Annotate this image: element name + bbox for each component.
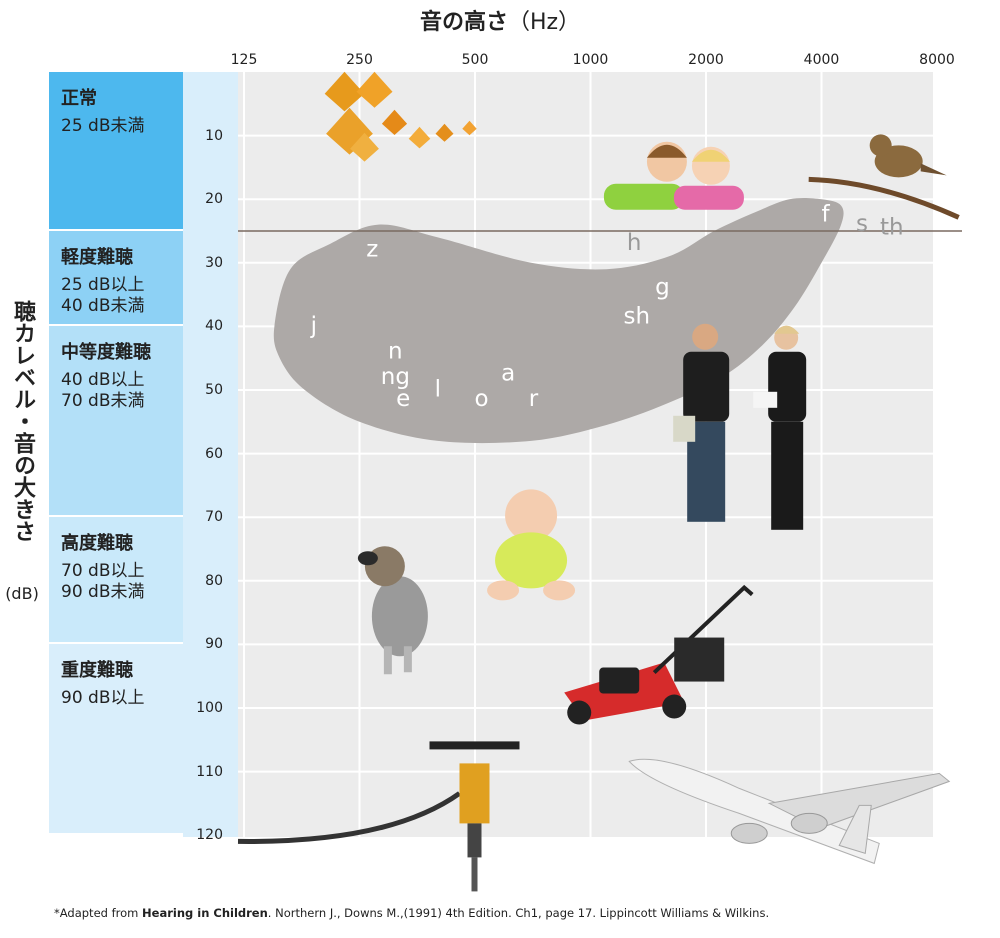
y-tick-label: 90 [205,636,223,653]
y-tick-label: 60 [205,445,223,462]
hearing-category-title: 軽度難聴 [61,247,133,268]
y-axis-unit: (dB) [5,584,39,603]
y-tick-label: 40 [205,318,223,335]
baby-illustration [487,489,576,601]
hearing-category-title: 重度難聴 [61,660,133,682]
hearing-category-3: 高度難聴 70 dB以上 90 dB未満 [49,517,183,643]
speech-sound-label: l [435,377,441,403]
footnote: *Adapted from Hearing in Children. North… [54,906,769,920]
airplane-illustration [628,758,951,865]
whispering-children-illustration [603,141,744,210]
speech-sound-label: g [655,275,670,301]
falling-leaves-illustration [324,71,477,162]
y-tick-label: 110 [196,763,223,780]
speech-sound-label: ng [381,364,410,390]
hearing-category-range: 25 dB以上 [61,275,145,295]
speech-sound-label: th [880,214,904,240]
bird-on-branch-illustration [808,134,960,220]
hearing-category-0: 正常 25 dB未満 [49,72,183,229]
speech-sound-label: n [388,338,403,364]
hearing-category-1: 軽度難聴 25 dB以上 40 dB未満 [49,231,183,325]
x-tick-label: 2000 [688,52,724,68]
hearing-category-range: 40 dB以上 [61,370,145,391]
x-tick-label: 500 [461,52,489,68]
jackhammer-illustration [237,741,520,892]
speech-sound-label: s [856,211,868,237]
speech-sound-label: o [474,386,488,412]
barking-dog-illustration [357,546,428,675]
people-talking-illustration [673,323,807,530]
speech-sound-label: z [366,237,378,263]
speech-sound-label: f [822,202,831,228]
speech-sound-label: j [310,313,317,339]
y-tick-label: 10 [205,127,223,144]
y-tick-label: 70 [205,509,223,526]
y-tick-label: 100 [196,700,223,716]
speech-sound-label: a [501,361,515,387]
hearing-category-range: 70 dB以上 [61,561,145,582]
x-tick-label: 250 [346,52,373,68]
y-axis-title: 聴カレベル・音の大きさ [10,300,35,542]
hearing-category-title: 中等度難聴 [61,342,151,364]
footnote-citation: . Northern J., Downs M.,(1991) 4th Editi… [267,906,770,920]
hearing-category-title: 高度難聴 [61,533,133,555]
y-tick-label: 30 [205,254,223,271]
hearing-category-range: 40 dB未満 [61,296,145,316]
y-tick-label: 50 [205,382,223,398]
footnote-book-title: Hearing in Children [142,906,268,920]
hearing-category-range: 70 dB未満 [61,391,145,412]
y-tick-label: 20 [205,191,223,208]
speech-sound-label: e [396,386,410,412]
hearing-category-title: 正常 [61,88,97,109]
x-tick-label: 125 [230,52,258,68]
x-tick-label: 8000 [919,52,955,68]
speech-sound-label: sh [623,303,650,329]
lawn-mower-illustration [564,584,754,725]
x-tick-label: 1000 [572,52,609,68]
y-tick-column [183,72,238,837]
x-axis-title: 音の高さ（Hz） [0,4,1000,36]
hearing-category-range: 25 dB未満 [61,116,145,136]
y-tick-label: 120 [196,827,223,844]
speech-sound-label: r [529,386,539,412]
hearing-category-4: 重度難聴 90 dB以上 [49,644,183,834]
hearing-category-range: 90 dB未満 [61,582,145,603]
hearing-category-range: 90 dB以上 [61,688,145,709]
hearing-category-2: 中等度難聴 40 dB以上 70 dB未満 [49,326,183,516]
footnote-prefix: *Adapted from [54,906,143,920]
y-tick-label: 80 [205,572,223,589]
x-axis-title-unit: （Hz） [507,10,581,35]
x-tick-label: 4000 [803,52,840,68]
x-axis-title-text: 音の高さ [419,10,508,35]
speech-sound-label: h [627,230,642,256]
